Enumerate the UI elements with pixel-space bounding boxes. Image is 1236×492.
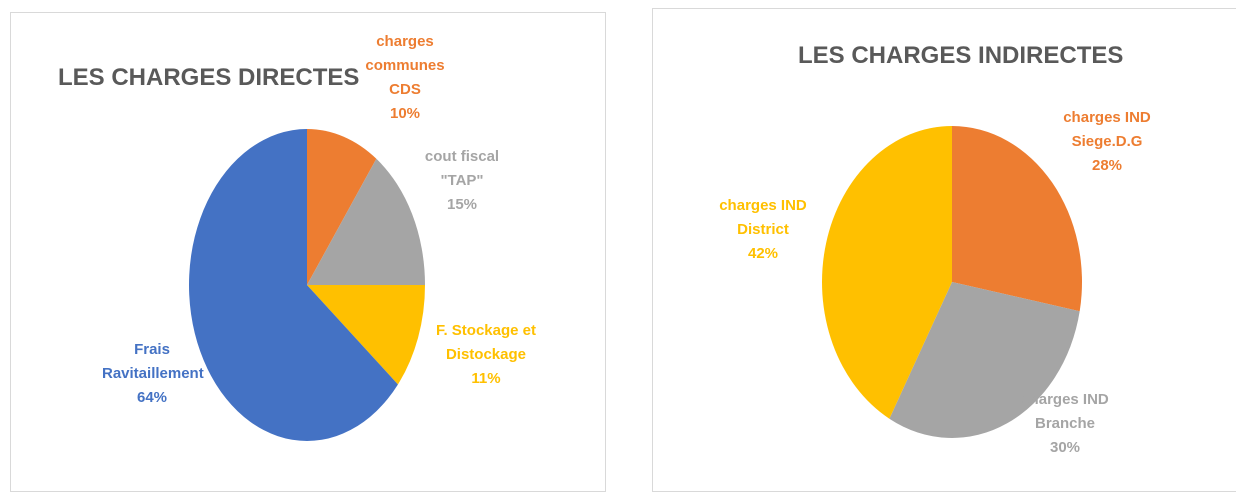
pie-slice bbox=[188, 129, 398, 442]
category-label: charges IND District bbox=[719, 197, 807, 238]
charts bbox=[188, 126, 1083, 442]
data-label: charges IND Branche 30% bbox=[1015, 388, 1115, 460]
value-label: 30% bbox=[1049, 439, 1081, 456]
data-label: F. Stockage et Distockage 11% bbox=[424, 319, 549, 391]
value-label: 15% bbox=[446, 196, 478, 213]
category-label: charges IND Siege.D.G bbox=[1063, 109, 1151, 150]
pie-slice bbox=[889, 282, 1080, 439]
pie-slice bbox=[307, 285, 425, 385]
category-label: cout fiscal "TAP" bbox=[424, 148, 500, 189]
data-label: charges IND District 42% bbox=[713, 194, 813, 266]
category-label: charges IND Branche bbox=[1021, 391, 1109, 432]
pie-slice bbox=[952, 126, 1083, 312]
value-label: 28% bbox=[1091, 157, 1123, 174]
value-label: 11% bbox=[471, 370, 501, 387]
page: LES CHARGES DIRECTES LES CHARGES INDIREC… bbox=[10, 8, 1236, 492]
pie-slice bbox=[307, 129, 377, 285]
value-label: 42% bbox=[747, 245, 779, 262]
pie-slice bbox=[822, 126, 952, 419]
data-label: charges communes CDS 10% bbox=[350, 30, 460, 126]
category-label: Frais Ravitaillement bbox=[102, 341, 204, 382]
chart-title: LES CHARGES DIRECTES bbox=[58, 64, 360, 91]
category-label: F. Stockage et Distockage bbox=[435, 322, 537, 363]
category-label: charges communes CDS bbox=[365, 33, 445, 98]
pie-slice bbox=[307, 158, 425, 285]
data-label: charges IND Siege.D.G 28% bbox=[1057, 106, 1157, 178]
value-label: 64% bbox=[136, 389, 168, 406]
data-label: Frais Ravitaillement 64% bbox=[102, 338, 204, 410]
chart-title: LES CHARGES INDIRECTES bbox=[798, 42, 1124, 69]
data-label: cout fiscal "TAP" 15% bbox=[415, 145, 510, 217]
value-label: 10% bbox=[389, 105, 421, 122]
